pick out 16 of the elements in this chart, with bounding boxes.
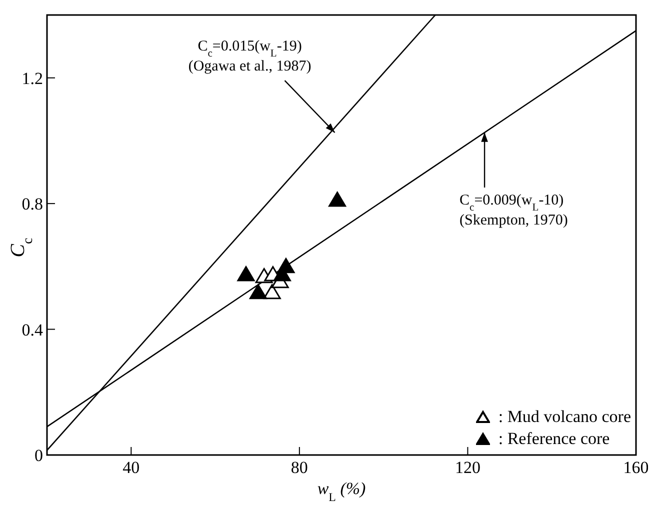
legend-label: : Mud volcano core [498, 406, 631, 428]
x-tick-label: 160 [623, 458, 649, 478]
y-tick-label: 0.4 [22, 320, 44, 340]
y-tick-label: 0 [34, 446, 43, 466]
y-tick-label: 0.8 [22, 194, 43, 214]
x-axis-title: w$_{L}$ (%) [317, 479, 366, 504]
legend-label: : Reference core [498, 428, 610, 450]
y-tick-label: 1.2 [22, 68, 43, 88]
annotation: C$_{c}$=0.009(w$_{L}$-10) (Skempton, 1970) [460, 192, 568, 229]
point [237, 266, 255, 282]
x-tick-label: 120 [454, 458, 480, 478]
point [249, 284, 267, 300]
point [328, 192, 346, 207]
annotation: C$_{c}$=0.015(w$_{L}$-19) (Ogawa et al., 1987) [188, 38, 312, 75]
x-tick-label: 80 [290, 458, 308, 478]
x-tick-label: 40 [122, 458, 140, 478]
